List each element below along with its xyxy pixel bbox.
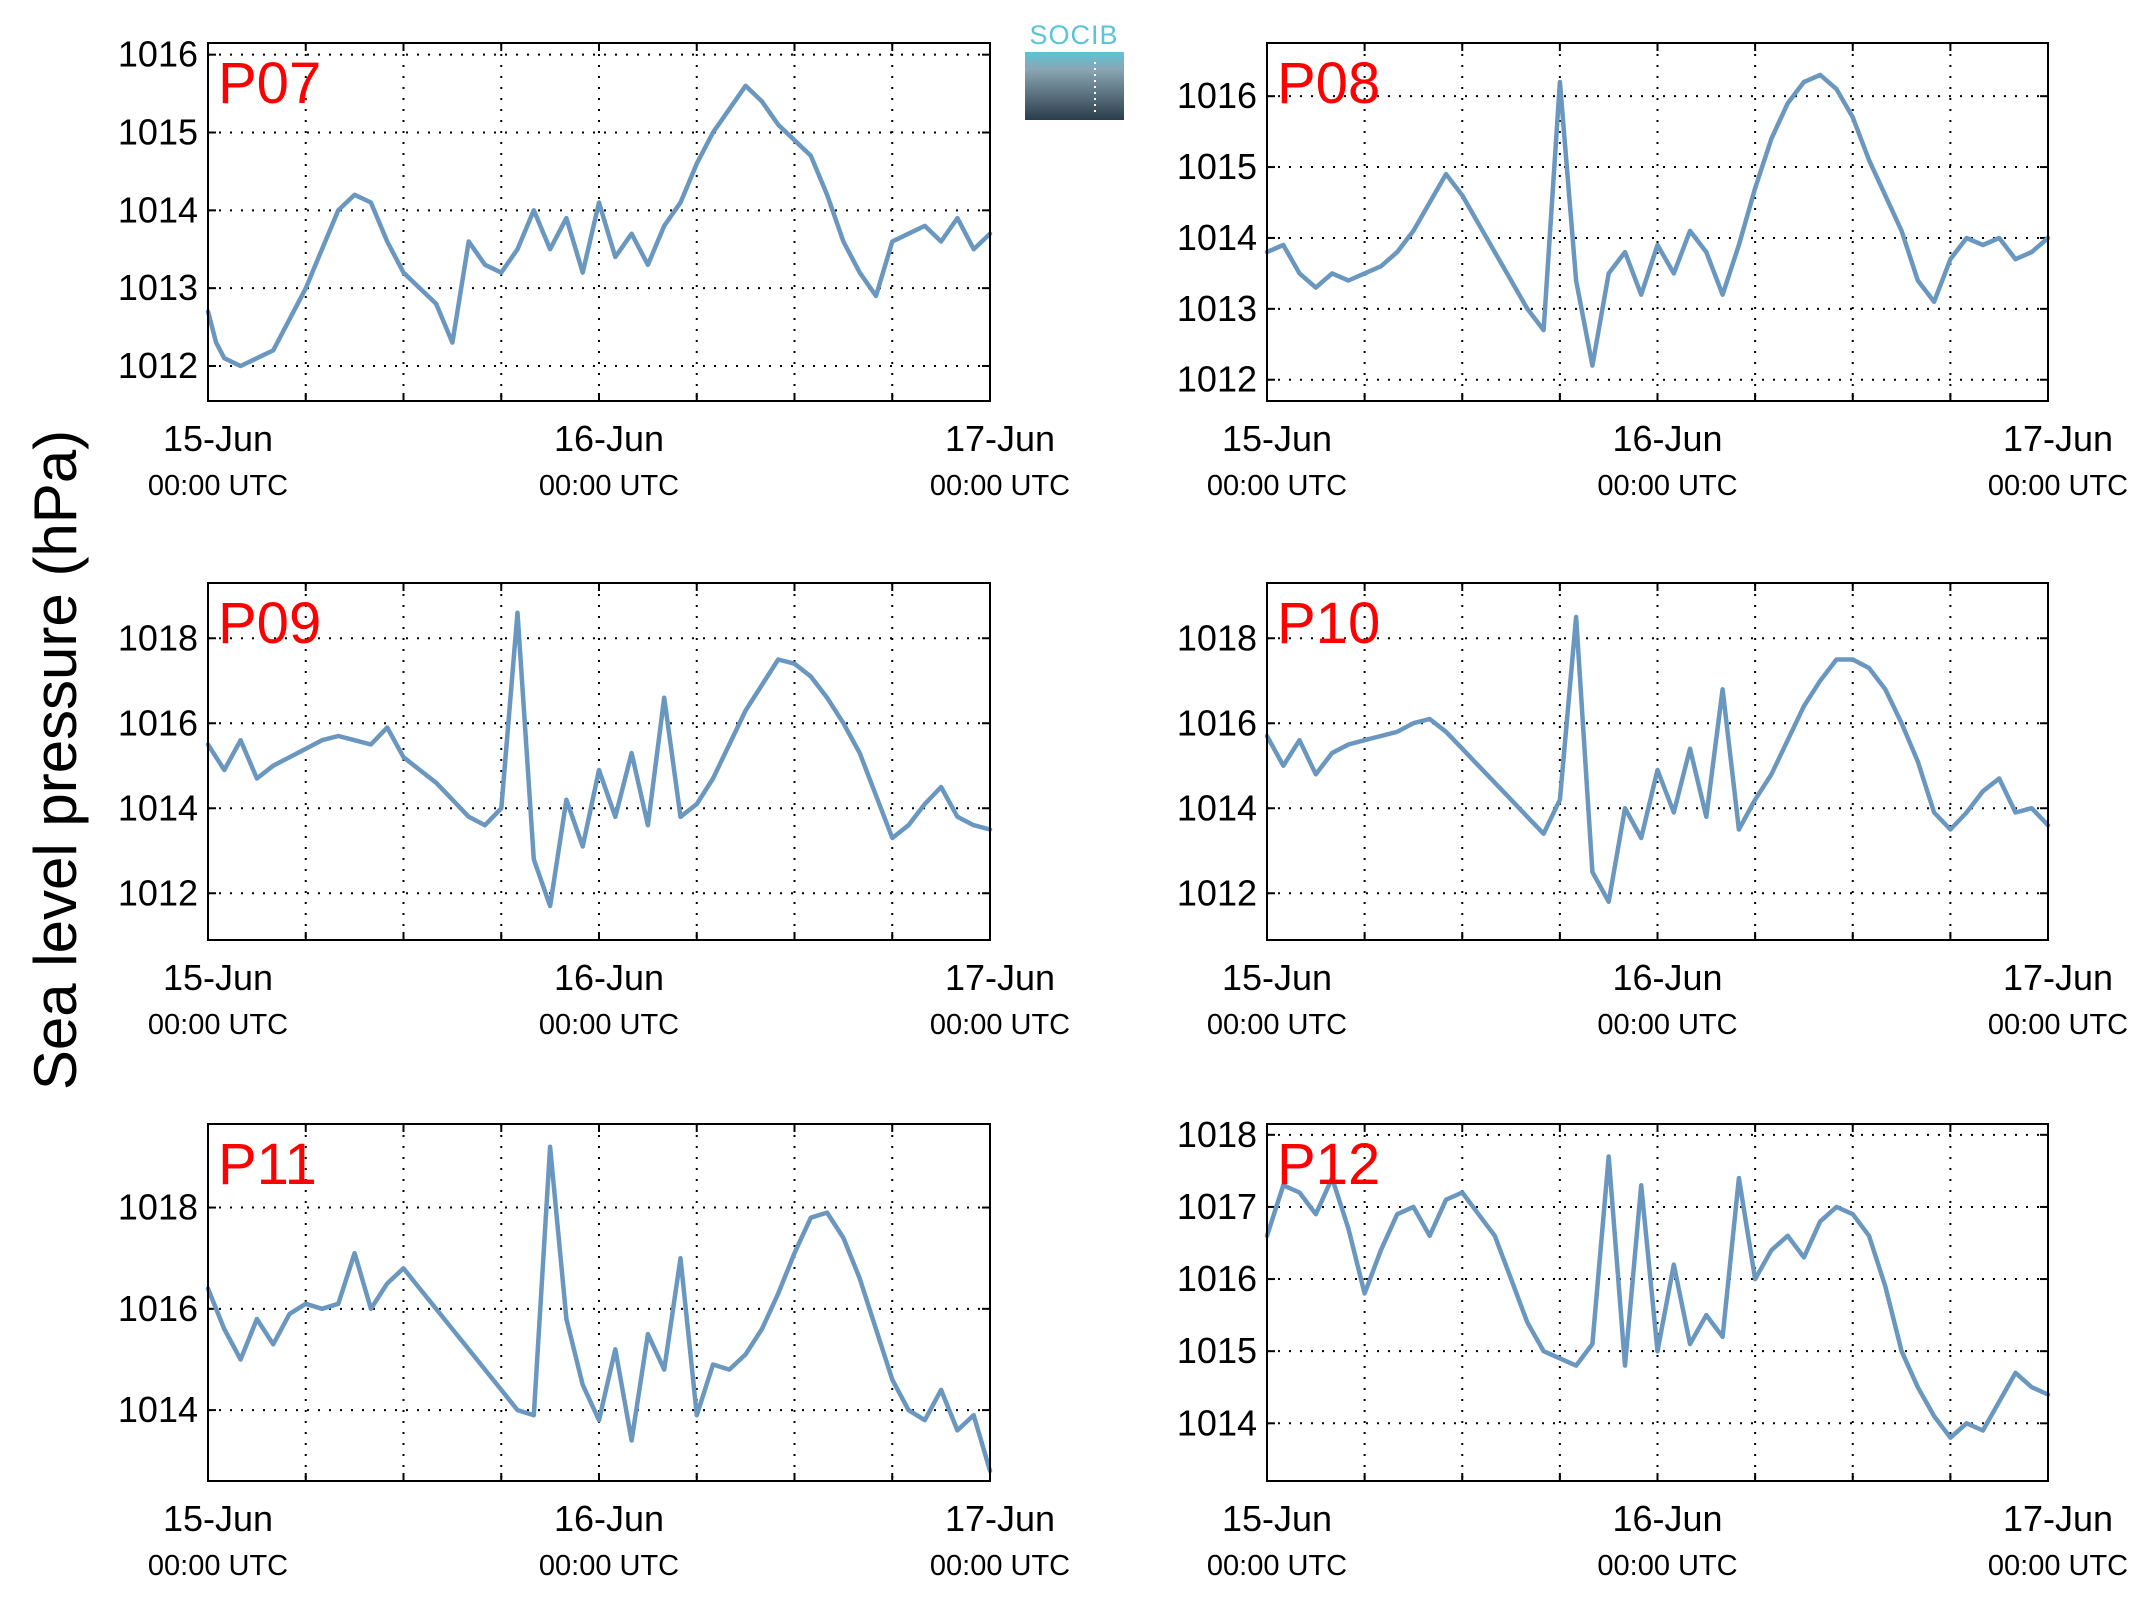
x-tick-label: 16-Jun <box>554 418 664 459</box>
x-tick-label: 16-Jun <box>1612 1498 1722 1539</box>
y-tick-label: 1018 <box>118 617 198 658</box>
y-tick-label: 1015 <box>1177 146 1257 187</box>
x-tick-label: 17-Jun <box>2003 418 2113 459</box>
series-line-p09 <box>205 610 993 909</box>
x-tick-sublabel: 00:00 UTC <box>1988 1550 2128 1582</box>
x-tick-label: 16-Jun <box>554 957 664 998</box>
panels: 1012 1013 1014 1015 1016 15-Jun 00:00 UTC 16-Ju… <box>118 34 2128 1582</box>
x-tick-sublabel: 00:00 UTC <box>1597 1009 1737 1041</box>
panel-label: P09 <box>218 591 321 656</box>
x-tick-label: 17-Jun <box>2003 1498 2113 1539</box>
x-tick-sublabel: 00:00 UTC <box>1988 470 2128 502</box>
axes-frame <box>1266 582 2049 941</box>
x-tick-sublabel: 00:00 UTC <box>930 470 1070 502</box>
panel-label: P08 <box>1277 51 1380 116</box>
y-tick-label: 1018 <box>1177 1114 1257 1155</box>
axes-frame <box>1266 1123 2049 1482</box>
y-tick-label: 1014 <box>118 189 198 230</box>
y-tick-label: 1014 <box>1177 1402 1257 1443</box>
panel-p09: 1012 1014 1016 1018 15-Jun 00:00 UTC 16-Jun 00:… <box>118 582 1070 1041</box>
panel-label: P12 <box>1277 1132 1380 1197</box>
series-line-p11 <box>205 1144 993 1474</box>
x-tick-label: 15-Jun <box>163 957 273 998</box>
y-axis-label: Sea level pressure (hPa) <box>22 430 89 1090</box>
y-tick-label: 1016 <box>1177 702 1257 743</box>
series-line-p12 <box>1264 1154 2051 1440</box>
panel-p10: 1012 1014 1016 1018 15-Jun 00:00 UTC 16-Jun 00:… <box>1177 582 2128 1041</box>
y-tick-label: 1012 <box>1177 359 1257 400</box>
axes-frame <box>207 1123 991 1482</box>
panel-p12: 1014 1015 1016 1017 1018 15-Jun 00:00 UTC 16-Ju… <box>1177 1114 2128 1582</box>
y-tick-label: 1016 <box>118 702 198 743</box>
panel-p07: 1012 1013 1014 1015 1016 15-Jun 00:00 UTC 16-Ju… <box>118 34 1070 502</box>
x-tick-sublabel: 00:00 UTC <box>1597 470 1737 502</box>
y-tick-label: 1013 <box>1177 288 1257 329</box>
y-tick-label: 1016 <box>1177 75 1257 116</box>
x-tick-sublabel: 00:00 UTC <box>1207 1009 1347 1041</box>
y-tick-label: 1018 <box>1177 617 1257 658</box>
x-tick-label: 16-Jun <box>1612 418 1722 459</box>
y-tick-label: 1015 <box>1177 1330 1257 1371</box>
x-tick-label: 15-Jun <box>1222 1498 1332 1539</box>
x-tick-sublabel: 00:00 UTC <box>148 1550 288 1582</box>
y-tick-label: 1012 <box>118 345 198 386</box>
logo-text: SOCIB <box>1029 20 1118 50</box>
socib-logo: SOCIB <box>1025 20 1124 120</box>
axes-frame <box>1266 42 2049 402</box>
y-tick-label: 1013 <box>118 267 198 308</box>
x-tick-sublabel: 00:00 UTC <box>930 1550 1070 1582</box>
panel-label: P11 <box>218 1132 317 1197</box>
y-tick-label: 1018 <box>118 1187 198 1228</box>
x-tick-label: 17-Jun <box>945 957 1055 998</box>
series-line-p08 <box>1264 72 2051 368</box>
panel-p11: 1014 1016 1018 15-Jun 00:00 UTC 16-Jun 00:00 U… <box>118 1123 1070 1582</box>
y-tick-label: 1014 <box>1177 217 1257 258</box>
y-tick-label: 1012 <box>118 872 198 913</box>
y-tick-label: 1014 <box>118 787 198 828</box>
panel-p08: 1012 1013 1014 1015 1016 15-Jun 00:00 UTC 16-Ju… <box>1177 42 2128 502</box>
panel-label: P10 <box>1277 591 1380 656</box>
x-tick-sublabel: 00:00 UTC <box>1597 1550 1737 1582</box>
series-line-p07 <box>205 83 993 369</box>
x-tick-label: 17-Jun <box>2003 957 2113 998</box>
x-tick-label: 15-Jun <box>1222 957 1332 998</box>
x-tick-sublabel: 00:00 UTC <box>539 1550 679 1582</box>
y-tick-label: 1014 <box>1177 787 1257 828</box>
x-tick-label: 16-Jun <box>554 1498 664 1539</box>
x-tick-sublabel: 00:00 UTC <box>539 1009 679 1041</box>
x-tick-label: 15-Jun <box>1222 418 1332 459</box>
y-tick-label: 1012 <box>1177 872 1257 913</box>
x-tick-label: 15-Jun <box>163 1498 273 1539</box>
x-tick-sublabel: 00:00 UTC <box>148 470 288 502</box>
x-tick-sublabel: 00:00 UTC <box>1207 1550 1347 1582</box>
x-tick-sublabel: 00:00 UTC <box>930 1009 1070 1041</box>
panel-label: P07 <box>218 51 321 116</box>
x-tick-sublabel: 00:00 UTC <box>539 470 679 502</box>
series-line-p10 <box>1264 614 2051 905</box>
x-tick-sublabel: 00:00 UTC <box>148 1009 288 1041</box>
x-tick-sublabel: 00:00 UTC <box>1988 1009 2128 1041</box>
x-tick-label: 16-Jun <box>1612 957 1722 998</box>
y-tick-label: 1017 <box>1177 1186 1257 1227</box>
y-tick-label: 1016 <box>118 34 198 75</box>
axes-frame <box>207 42 991 402</box>
x-tick-label: 17-Jun <box>945 418 1055 459</box>
y-tick-label: 1016 <box>118 1288 198 1329</box>
x-tick-label: 15-Jun <box>163 418 273 459</box>
x-tick-sublabel: 00:00 UTC <box>1207 470 1347 502</box>
x-tick-label: 17-Jun <box>945 1498 1055 1539</box>
y-tick-label: 1015 <box>118 112 198 153</box>
y-tick-label: 1016 <box>1177 1258 1257 1299</box>
y-tick-label: 1014 <box>118 1389 198 1430</box>
axes-frame <box>207 582 991 941</box>
